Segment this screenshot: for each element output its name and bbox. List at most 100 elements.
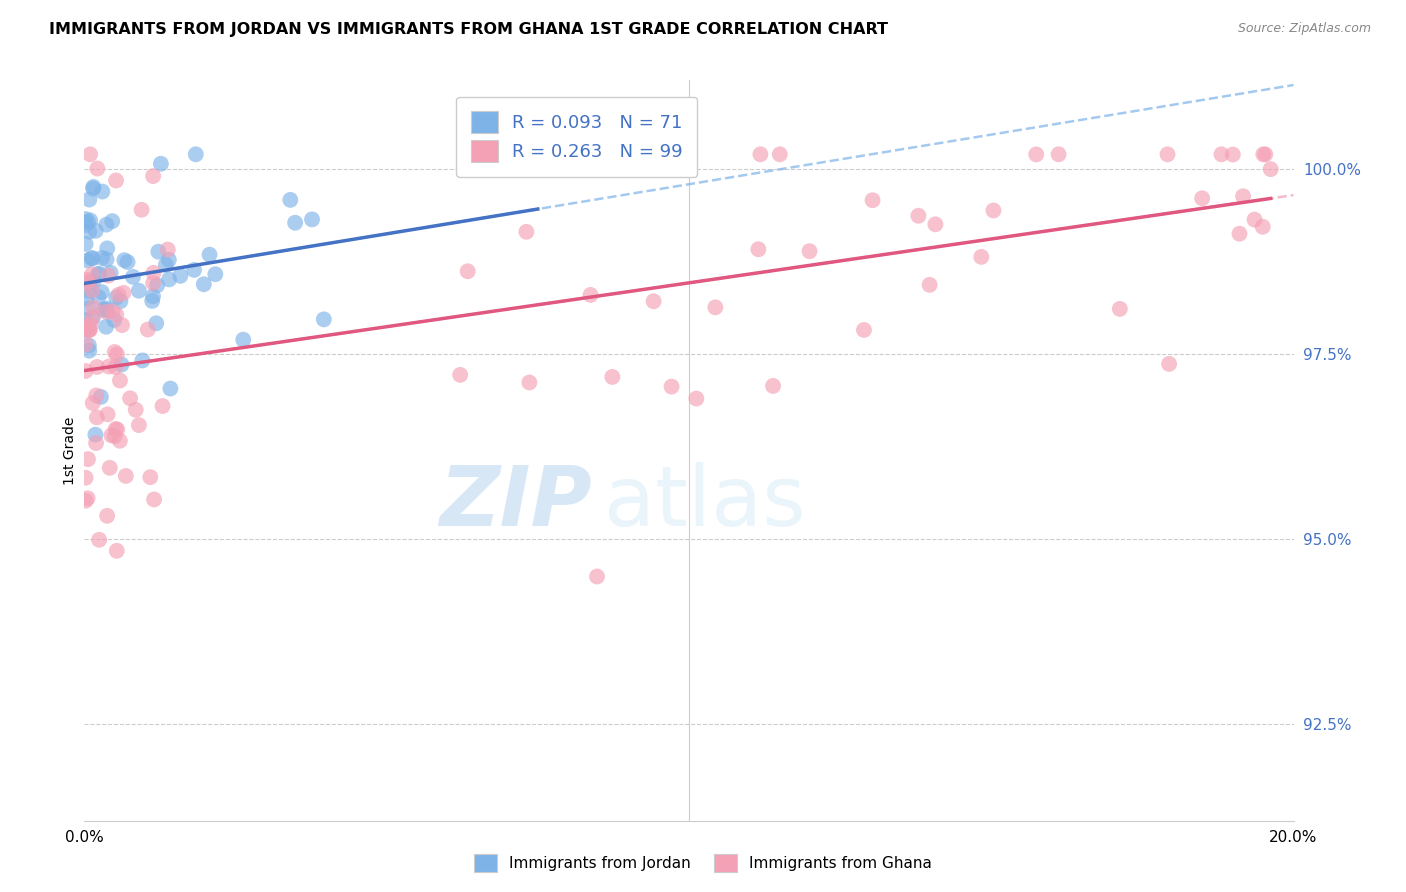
Point — [104, 422, 127, 436]
Point — [111, 318, 134, 332]
Point — [82, 310, 104, 325]
Point — [97, 359, 120, 374]
Point — [110, 358, 132, 372]
Point — [301, 212, 323, 227]
Point — [86, 161, 108, 176]
Point — [100, 266, 122, 280]
Point — [112, 285, 135, 300]
Point — [1211, 147, 1233, 161]
Point — [84, 388, 107, 402]
Point — [1159, 357, 1181, 371]
Point — [278, 193, 301, 207]
Point — [169, 268, 191, 283]
Point — [86, 410, 108, 425]
Point — [1025, 147, 1047, 161]
Point — [87, 267, 110, 281]
Point — [1232, 189, 1254, 203]
Point — [91, 251, 114, 265]
Point — [142, 266, 165, 280]
Point — [146, 278, 169, 293]
Point — [152, 399, 174, 413]
Point — [704, 301, 727, 315]
Point — [104, 429, 127, 443]
Point — [87, 267, 110, 281]
Point — [117, 255, 139, 269]
Point — [77, 323, 100, 337]
Point — [80, 252, 103, 266]
Point — [86, 359, 108, 374]
Point — [77, 301, 100, 316]
Point — [79, 323, 101, 337]
Point — [77, 343, 100, 358]
Point — [76, 273, 98, 287]
Point — [105, 173, 128, 187]
Point — [90, 285, 112, 299]
Point — [143, 492, 166, 507]
Point — [104, 359, 127, 374]
Point — [101, 304, 124, 318]
Point — [131, 202, 153, 217]
Point — [96, 218, 118, 232]
Point — [77, 215, 100, 229]
Point — [1222, 147, 1244, 161]
Text: ZIP: ZIP — [440, 462, 592, 543]
Point — [82, 275, 104, 289]
Point — [84, 436, 107, 450]
Point — [970, 250, 993, 264]
Legend: Immigrants from Jordan, Immigrants from Ghana: Immigrants from Jordan, Immigrants from … — [467, 846, 939, 880]
Point — [312, 312, 335, 326]
Point — [82, 283, 104, 297]
Point — [97, 268, 120, 283]
Point — [1156, 147, 1178, 161]
Point — [79, 213, 101, 227]
Point — [76, 491, 98, 506]
Point — [77, 452, 100, 467]
Point — [105, 308, 128, 322]
Point — [284, 216, 307, 230]
Point — [527, 162, 550, 177]
Point — [79, 277, 101, 292]
Point — [519, 376, 541, 390]
Point — [145, 316, 167, 330]
Point — [93, 302, 115, 317]
Point — [105, 347, 128, 361]
Point — [96, 303, 118, 318]
Point — [75, 337, 97, 351]
Point — [96, 408, 118, 422]
Point — [108, 434, 131, 448]
Point — [159, 382, 181, 396]
Point — [136, 322, 159, 336]
Point — [79, 147, 101, 161]
Point — [77, 225, 100, 239]
Point — [799, 244, 821, 259]
Point — [128, 284, 150, 298]
Point — [141, 293, 163, 308]
Point — [149, 157, 172, 171]
Point — [924, 217, 946, 231]
Point — [685, 392, 707, 406]
Point — [586, 569, 609, 583]
Point — [862, 193, 884, 207]
Point — [142, 169, 165, 183]
Point — [75, 313, 97, 327]
Point — [105, 543, 128, 558]
Point — [100, 428, 122, 442]
Point — [82, 396, 104, 410]
Point — [852, 323, 875, 337]
Point — [75, 236, 97, 251]
Point — [79, 193, 101, 207]
Point — [105, 291, 128, 305]
Point — [183, 263, 205, 277]
Point — [643, 294, 665, 309]
Point — [104, 345, 127, 359]
Point — [142, 289, 165, 303]
Point — [76, 275, 98, 289]
Point — [75, 212, 97, 227]
Point — [193, 277, 215, 292]
Point — [198, 247, 221, 261]
Point — [142, 276, 165, 290]
Point — [1108, 301, 1130, 316]
Point — [1253, 147, 1275, 161]
Y-axis label: 1st Grade: 1st Grade — [63, 417, 77, 484]
Point — [918, 277, 941, 292]
